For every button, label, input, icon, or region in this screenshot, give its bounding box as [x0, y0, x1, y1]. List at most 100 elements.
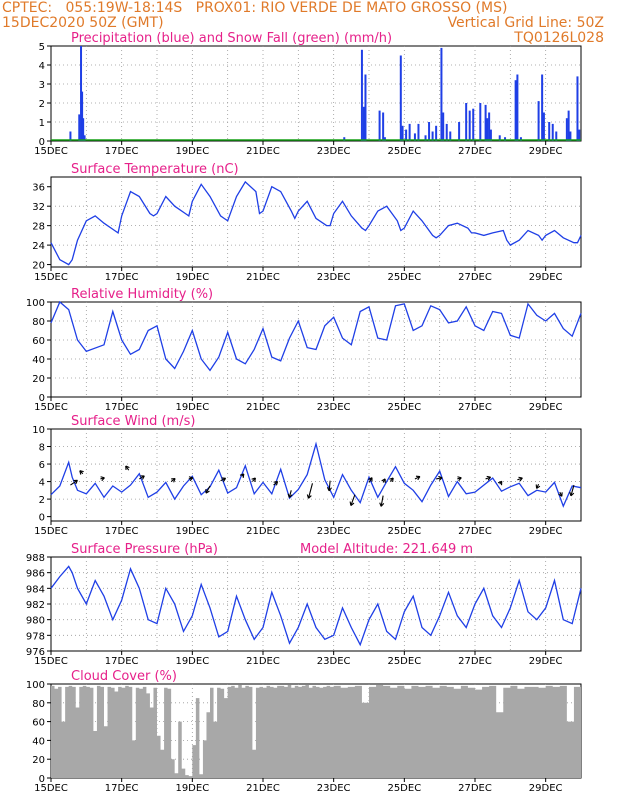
x-tick-label: 25DEC: [387, 146, 421, 157]
precip-bar: [516, 74, 519, 141]
x-tick-label: 21DEC: [246, 146, 280, 157]
x-tick-label: 17DEC: [105, 146, 139, 157]
x-tick-label: 23DEC: [317, 272, 351, 283]
wind-vector-head: [569, 491, 575, 497]
wind-vector-head: [73, 479, 78, 485]
panel-title: Precipitation (blue) and Snow Fall (gree…: [71, 31, 392, 46]
wind-vector-head: [188, 476, 194, 482]
precip-bar: [78, 114, 81, 141]
precip-bar: [435, 125, 438, 141]
y-tick-label: 20: [32, 755, 45, 766]
x-tick-label: 29DEC: [529, 272, 563, 283]
y-tick-label: 8: [39, 443, 45, 454]
x-tick-label: 23DEC: [317, 783, 351, 794]
x-tick-label: 15DEC: [34, 656, 68, 667]
y-tick-label: 32: [32, 202, 45, 213]
y-tick-label: 0: [39, 137, 45, 148]
x-tick-label: 21DEC: [246, 783, 280, 794]
precip-bar: [578, 129, 581, 141]
precip-bar: [555, 131, 558, 141]
panel-title: Surface Wind (m/s): [71, 414, 195, 429]
wind-vector-head: [368, 477, 373, 482]
x-tick-label: 19DEC: [175, 783, 209, 794]
wind-vector-head: [273, 480, 279, 486]
x-tick-label: 21DEC: [246, 526, 280, 537]
wind-vector-head: [287, 493, 293, 498]
header-line3-right: TQ0126L028: [514, 30, 604, 46]
precip-bar: [69, 131, 72, 141]
x-tick-label: 19DEC: [175, 146, 209, 157]
precip-bar: [489, 129, 492, 141]
wind-vector-head: [239, 473, 245, 478]
precip-bar: [458, 122, 461, 141]
precip-bar: [382, 112, 385, 141]
precip-bar: [401, 125, 404, 141]
precip-bar: [576, 76, 579, 141]
precip-bar: [468, 110, 471, 141]
series-line: [50, 300, 582, 372]
x-tick-label: 17DEC: [105, 526, 139, 537]
precip-bar: [417, 123, 420, 141]
precip-bar: [362, 106, 365, 141]
precip-bar: [82, 118, 85, 141]
x-tick-label: 15DEC: [34, 783, 68, 794]
y-tick-label: 40: [32, 736, 45, 747]
wind-vector: [307, 483, 313, 499]
precip-bar: [541, 74, 544, 141]
x-tick-label: 25DEC: [387, 783, 421, 794]
y-tick-label: 40: [32, 355, 45, 366]
precip-bar: [440, 47, 443, 141]
wind-vector-head: [100, 476, 105, 482]
wind-vector-head: [379, 502, 385, 507]
wind-vector: [328, 480, 331, 491]
x-tick-label: 15DEC: [34, 402, 68, 413]
y-tick-label: 4: [39, 61, 45, 72]
wind-vector: [570, 484, 575, 497]
precip-bar: [486, 118, 489, 141]
x-tick-label: 23DEC: [317, 146, 351, 157]
precip-bar: [428, 122, 431, 141]
wind-vector-head: [558, 492, 563, 497]
header-line2-left: 15DEC2020 50Z (GMT): [2, 15, 164, 31]
precip-bar: [537, 101, 540, 141]
x-tick-label: 25DEC: [387, 526, 421, 537]
precip-bar: [542, 112, 545, 141]
wind-vector-head: [457, 476, 462, 482]
x-tick-label: 29DEC: [529, 146, 563, 157]
x-tick-label: 27DEC: [458, 402, 492, 413]
y-tick-label: 20: [32, 374, 45, 385]
panel-title: Cloud Cover (%): [71, 669, 177, 684]
wind-vector-head: [221, 477, 227, 482]
x-tick-label: 25DEC: [387, 402, 421, 413]
y-tick-label: 80: [32, 699, 45, 710]
panel-frame: [50, 45, 582, 142]
y-tick-label: 980: [26, 616, 45, 627]
wind-vector: [70, 479, 78, 486]
x-tick-label: 29DEC: [529, 656, 563, 667]
wind-vector: [288, 490, 292, 498]
series-line: [50, 565, 582, 647]
y-tick-label: 100: [26, 298, 45, 309]
precip-bar: [80, 46, 83, 141]
series-line: [50, 180, 582, 266]
y-tick-label: 982: [26, 600, 45, 611]
x-tick-label: 15DEC: [34, 146, 68, 157]
x-tick-label: 21DEC: [246, 272, 280, 283]
precip-bar: [472, 108, 475, 141]
x-tick-label: 29DEC: [529, 783, 563, 794]
wind-vector-head: [389, 477, 394, 483]
precip-bar: [488, 112, 491, 141]
x-tick-label: 25DEC: [387, 272, 421, 283]
x-tick-label: 27DEC: [458, 146, 492, 157]
y-tick-label: 36: [32, 183, 45, 194]
y-tick-label: 28: [32, 222, 45, 233]
y-tick-label: 100: [26, 680, 45, 691]
series-line: [50, 441, 582, 508]
wind-vector-head: [349, 501, 355, 506]
x-tick-label: 17DEC: [105, 656, 139, 667]
wind-vector-head: [306, 494, 312, 499]
x-tick-label: 27DEC: [458, 783, 492, 794]
wind-vector-head: [326, 487, 332, 492]
y-tick-label: 3: [39, 80, 45, 91]
y-tick-label: 0: [39, 513, 45, 524]
